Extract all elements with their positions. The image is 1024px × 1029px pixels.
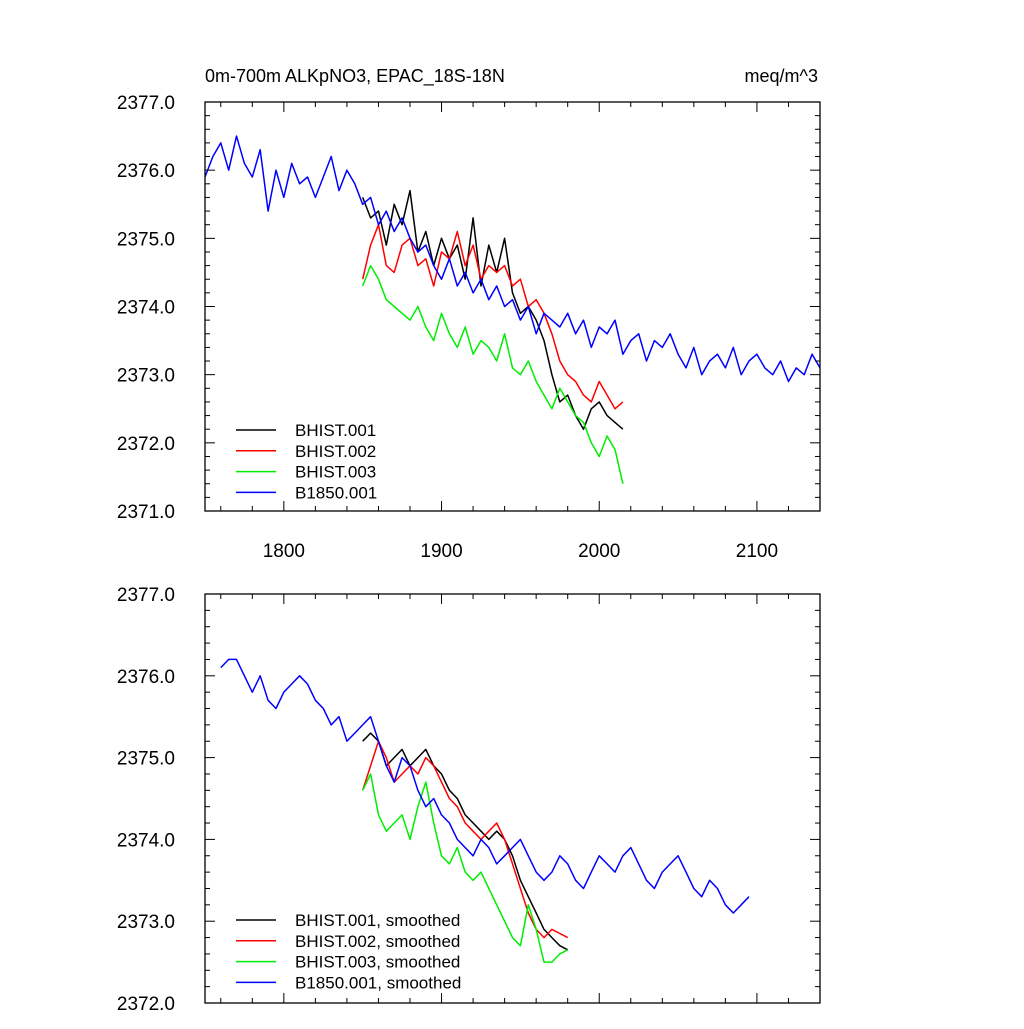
series-line-bhist-001 <box>362 189 624 430</box>
series-group <box>205 135 820 484</box>
series-group <box>220 658 750 963</box>
series-line-bhist-003 <box>362 264 624 484</box>
legend: BHIST.001, smoothed BHIST.002, smoothed BH… <box>236 911 461 992</box>
y-tick-label: 2372.0 <box>117 994 175 1015</box>
legend-label: BHIST.002, smoothed <box>295 932 460 951</box>
y-tick-label: 2376.0 <box>117 667 175 688</box>
legend-label: B1850.001 <box>295 483 377 502</box>
chart-units-label: meq/m^3 <box>745 66 818 86</box>
legend-label: BHIST.001 <box>295 421 376 440</box>
x-tick-label: 2100 <box>736 541 778 562</box>
chart-panel-2: 2372.0 2373.0 2374.0 2375.0 2376.0 2377.0 BHIS… <box>117 585 821 1015</box>
series-line-bhist-002-smoothed <box>361 740 569 939</box>
legend-label: B1850.001, smoothed <box>295 973 461 992</box>
y-tick-label: 2375.0 <box>117 749 175 770</box>
chart-title: 0m-700m ALKpNO3, EPAC_18S-18N <box>205 66 505 87</box>
x-tick-label: 2000 <box>578 541 620 562</box>
y-tick-label: 2371.0 <box>117 502 175 523</box>
y-tick-label: 2376.0 <box>117 161 175 182</box>
legend-label: BHIST.001, smoothed <box>295 911 460 930</box>
legend-label: BHIST.002 <box>295 442 376 461</box>
series-line-bhist-001-smoothed <box>362 732 569 951</box>
y-tick-label: 2375.0 <box>117 229 175 250</box>
y-tick-label: 2373.0 <box>117 366 175 387</box>
y-tick-label: 2373.0 <box>117 912 175 933</box>
y-tick-label: 2377.0 <box>117 585 175 606</box>
y-tick-label: 2377.0 <box>117 93 175 114</box>
series-line-bhist-003-smoothed <box>362 773 569 963</box>
plot-frame <box>204 593 821 1004</box>
series-line-b1850-001-smoothed <box>220 658 750 914</box>
legend-label: BHIST.003, smoothed <box>295 953 460 972</box>
series-line-b1850-001 <box>205 135 820 383</box>
legend-label: BHIST.003 <box>295 463 376 482</box>
x-tick-label: 1800 <box>263 541 305 562</box>
y-tick-label: 2374.0 <box>117 830 175 851</box>
y-tick-label: 2374.0 <box>117 298 175 319</box>
series-line-bhist-002 <box>361 223 624 410</box>
y-tick-label: 2372.0 <box>117 434 175 455</box>
chart-panel-1: 0m-700m ALKpNO3, EPAC_18S-18N meq/m^3 1800… <box>117 66 821 562</box>
x-tick-label: 1900 <box>420 541 462 562</box>
